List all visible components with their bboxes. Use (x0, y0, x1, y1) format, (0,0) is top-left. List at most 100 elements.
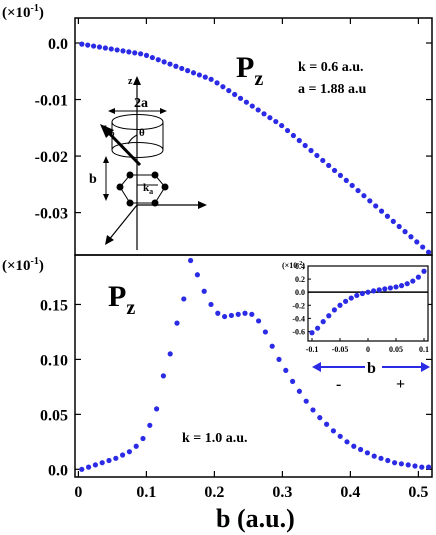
data-point (396, 223, 402, 230)
data-point (317, 415, 323, 421)
inset-data-point (326, 313, 332, 319)
data-point (261, 111, 267, 117)
data-point (126, 49, 132, 55)
data-point (308, 147, 314, 154)
data-point (267, 115, 273, 121)
inset-x-tick-label: -0.05 (332, 345, 349, 354)
y-tick-label: 0.05 (40, 407, 68, 424)
inset-legend-left-head (312, 362, 321, 372)
diagram-atom (151, 199, 159, 207)
data-point (337, 433, 343, 439)
diagram-y-arrowhead (105, 235, 114, 245)
data-point (99, 460, 105, 466)
data-point (419, 464, 425, 470)
top-annotation-k: k = 0.6 a.u. (298, 60, 364, 75)
diagram-kb-arrowhead (100, 124, 114, 138)
inset-data-point (399, 283, 405, 289)
data-point (330, 428, 336, 434)
data-point (201, 288, 207, 294)
diagram-theta-label: θ (139, 127, 145, 139)
data-point (296, 137, 302, 144)
data-point (243, 99, 250, 105)
data-point (79, 41, 85, 47)
y-tick-label: -0.02 (35, 149, 68, 166)
bottom-series (79, 257, 432, 472)
inset-data-point (365, 289, 371, 295)
data-point (269, 343, 275, 349)
inset-x-tick-label: 0 (366, 345, 370, 354)
data-point (92, 462, 98, 468)
data-point (262, 329, 268, 335)
data-point (326, 162, 332, 169)
data-point (196, 72, 202, 78)
data-point (208, 76, 214, 82)
inset-legend-minus: - (336, 376, 341, 393)
diagram-atom (116, 183, 124, 191)
diagram-ka-label: ka (143, 182, 153, 196)
inset-data-point (337, 302, 343, 308)
inset-y-axis: 0.4 0.2 0.0 -0.2 -0.4 -0.6 (292, 262, 311, 336)
data-point (349, 182, 355, 189)
data-point (138, 51, 144, 57)
bottom-scale-label: (×10-1) (2, 256, 44, 274)
top-panel: (×10-1) Pz k = 0.6 a.u. a = 1.88 a.u 0.0… (2, 3, 433, 256)
data-point (215, 310, 221, 316)
data-point (202, 74, 208, 80)
inset-data-point (354, 292, 360, 299)
data-point (320, 157, 326, 164)
data-point (161, 59, 167, 65)
data-point (351, 443, 357, 449)
inset-data-point (382, 286, 388, 292)
diagram-kb-arrow (104, 128, 142, 167)
diagram-helix (111, 114, 164, 158)
data-point (279, 122, 285, 129)
diagram-atom (151, 171, 159, 179)
data-point (173, 63, 179, 69)
top-y-axis: 0.0 -0.01 -0.02 -0.03 (35, 36, 432, 223)
x-tick-label: 0.5 (408, 484, 428, 501)
inset-legend-b: b (367, 360, 376, 377)
inset-data-point (343, 298, 349, 304)
data-point (255, 107, 261, 113)
data-point (133, 443, 139, 449)
data-point (392, 460, 398, 466)
y-tick-label: 0.0 (48, 36, 68, 53)
data-point (324, 421, 330, 427)
y-tick-label: 0.10 (40, 352, 68, 369)
diagram-atom (126, 171, 134, 179)
diagram-z-arrowhead (133, 76, 141, 85)
data-point (228, 312, 234, 319)
data-point (390, 218, 396, 224)
diagram-b-label: b (89, 172, 97, 187)
data-point (108, 46, 114, 52)
inset-y-tick-label: 0.2 (295, 275, 305, 284)
top-series (79, 41, 432, 255)
top-annotation-a: a = 1.88 a.u (298, 82, 366, 97)
data-point (385, 457, 391, 464)
data-point (367, 198, 373, 204)
inset-data-point (320, 319, 326, 325)
diagram-x-arrowhead (198, 201, 207, 209)
inset-data-point (348, 295, 354, 301)
bottom-panel-title: Pz (108, 280, 135, 319)
data-point (290, 132, 297, 139)
data-point (167, 61, 173, 67)
inset-x-tick-label: 0.05 (389, 345, 403, 354)
data-point (120, 452, 126, 458)
bottom-panel-frame (74, 254, 433, 478)
y-tick-label: -0.01 (35, 93, 68, 110)
data-point (149, 54, 155, 61)
inset-scale-label: (×10-2) (282, 261, 305, 270)
data-point (414, 239, 420, 245)
diagram-atoms (116, 171, 169, 207)
inset-data-point (331, 307, 337, 313)
data-point (337, 172, 344, 179)
inset-data-point (393, 284, 399, 290)
data-point (378, 208, 385, 214)
data-point (290, 378, 296, 384)
bottom-panel: (×10-1) Pz k = 1.0 a.u. b (a.u.) 0.0 0.05… (2, 18, 433, 533)
inset-data-point (387, 285, 393, 291)
data-point (194, 272, 200, 278)
x-tick-label: 0.3 (272, 484, 292, 501)
x-tick-label: 0.2 (204, 484, 224, 501)
